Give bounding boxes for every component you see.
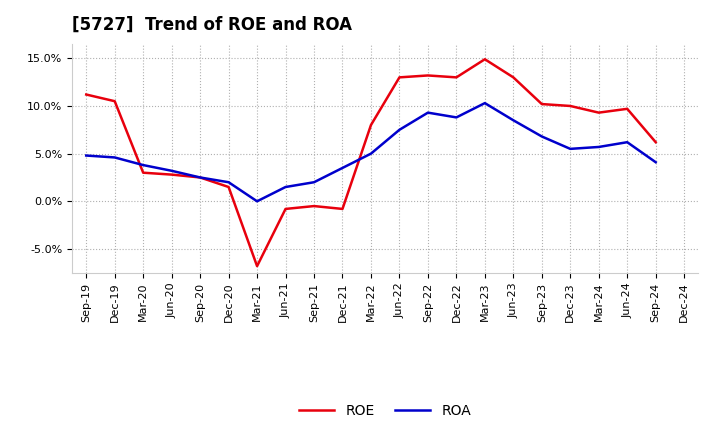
ROA (423, 110, 432, 115)
ROE (623, 106, 631, 111)
ROA (253, 198, 261, 204)
ROA (652, 160, 660, 165)
ROE (423, 73, 432, 78)
ROE (310, 203, 318, 209)
ROE (480, 57, 489, 62)
ROE (566, 103, 575, 109)
ROE (110, 99, 119, 104)
ROE (167, 172, 176, 177)
ROA (82, 153, 91, 158)
ROE (282, 206, 290, 212)
ROE (139, 170, 148, 175)
ROE (452, 75, 461, 80)
ROA (537, 134, 546, 139)
Legend: ROE, ROA: ROE, ROA (294, 399, 477, 424)
ROE (196, 175, 204, 180)
ROA (167, 168, 176, 173)
ROE (82, 92, 91, 97)
ROE (652, 139, 660, 145)
ROE (225, 184, 233, 190)
ROA (623, 139, 631, 145)
ROA (480, 100, 489, 106)
ROA (366, 151, 375, 156)
ROA (395, 127, 404, 132)
ROE (537, 101, 546, 106)
ROE (338, 206, 347, 212)
ROA (310, 180, 318, 185)
Line: ROA: ROA (86, 103, 656, 201)
Line: ROE: ROE (86, 59, 656, 266)
ROE (509, 75, 518, 80)
ROA (110, 155, 119, 160)
ROE (395, 75, 404, 80)
ROA (566, 146, 575, 151)
ROA (452, 115, 461, 120)
ROA (509, 117, 518, 123)
ROA (595, 144, 603, 150)
ROE (253, 264, 261, 269)
Text: [5727]  Trend of ROE and ROA: [5727] Trend of ROE and ROA (72, 16, 352, 34)
ROE (595, 110, 603, 115)
ROA (225, 180, 233, 185)
ROA (139, 162, 148, 168)
ROA (338, 165, 347, 171)
ROE (366, 122, 375, 128)
ROA (196, 175, 204, 180)
ROA (282, 184, 290, 190)
